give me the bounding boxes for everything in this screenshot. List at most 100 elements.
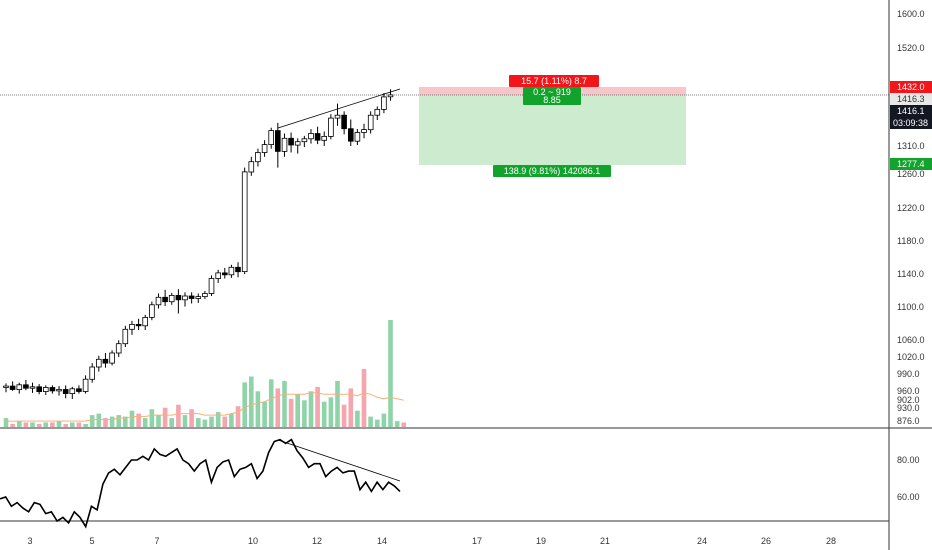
volume-bar xyxy=(361,369,367,427)
candle-body xyxy=(301,138,308,143)
candle-body xyxy=(281,137,288,152)
volume-bar xyxy=(116,415,121,427)
time-tick: 7 xyxy=(154,536,159,546)
volume-bar xyxy=(123,416,128,427)
time-tick: 14 xyxy=(377,536,387,546)
candle xyxy=(221,267,228,279)
candle-body xyxy=(76,388,82,392)
volume-bar xyxy=(17,421,22,427)
time-tick: 5 xyxy=(89,536,94,546)
candle-body xyxy=(96,358,102,368)
candle xyxy=(76,385,82,394)
candle xyxy=(175,289,182,314)
volume-bar xyxy=(375,419,380,427)
volume-bar xyxy=(295,394,300,427)
price-tick: 1180.0 xyxy=(897,236,924,246)
candle xyxy=(122,325,129,347)
volume-bar xyxy=(23,422,29,427)
time-tick: 12 xyxy=(312,536,322,546)
time-tick: 21 xyxy=(600,536,610,546)
volume-bar xyxy=(355,410,360,427)
candle-body xyxy=(354,132,361,142)
time-tick: 10 xyxy=(248,536,258,546)
candle xyxy=(347,119,354,146)
price-tick: 1260.0 xyxy=(897,169,925,179)
volume-bar xyxy=(109,416,115,427)
volume-bar xyxy=(348,388,354,427)
candle-body xyxy=(43,387,49,392)
price-tick: 1140.0 xyxy=(897,269,924,279)
candle-body xyxy=(162,296,168,303)
price-tick: 1060.0 xyxy=(897,335,925,345)
candle-body xyxy=(102,358,109,364)
price-tick: 1600.0 xyxy=(897,9,925,19)
candle-body xyxy=(387,94,394,98)
volume-bar xyxy=(189,409,194,427)
volume-bar xyxy=(76,422,82,427)
candle-body xyxy=(62,389,69,394)
candle-body xyxy=(29,386,36,389)
rsi-line xyxy=(0,438,401,529)
volume-ma-line xyxy=(6,392,404,422)
candle-body xyxy=(135,323,142,327)
candle xyxy=(308,129,314,144)
candle-body xyxy=(328,117,334,137)
candle-body xyxy=(314,133,321,141)
candle-body xyxy=(334,114,341,119)
candle-body xyxy=(361,129,367,133)
candle-body xyxy=(215,272,222,279)
candle-body xyxy=(115,343,122,354)
volume-bar xyxy=(315,386,320,427)
candle xyxy=(374,106,381,120)
candle xyxy=(109,350,115,366)
price-trendline[interactable] xyxy=(277,88,401,129)
candle-body xyxy=(188,295,195,299)
candle xyxy=(354,129,361,145)
candle-body xyxy=(288,137,294,146)
candle-body xyxy=(109,352,115,364)
price-tick: 876.0 xyxy=(897,416,920,426)
volume-bar xyxy=(321,401,327,427)
volume-bar xyxy=(63,424,68,427)
candle-body xyxy=(228,266,235,276)
candle xyxy=(102,353,109,368)
volume-bar xyxy=(30,422,35,427)
volume-bar xyxy=(288,398,294,427)
candle xyxy=(321,131,327,146)
volume-bar xyxy=(50,422,55,427)
candle-body xyxy=(89,366,96,380)
volume-bar xyxy=(341,404,347,427)
candle xyxy=(241,167,248,275)
candle-body xyxy=(56,389,62,392)
last-price-tag: 1416.3 xyxy=(890,93,932,105)
volume-bar xyxy=(36,424,42,427)
rsi-axis[interactable]: 80.00 60.00 xyxy=(897,455,920,502)
candle-body xyxy=(155,296,162,306)
time-tick: 26 xyxy=(761,536,771,546)
candle xyxy=(23,380,29,391)
candle xyxy=(168,292,175,305)
volume-bar xyxy=(222,416,228,427)
candle xyxy=(89,363,96,383)
volume-bar xyxy=(328,397,334,427)
rsi-divergence-line[interactable] xyxy=(277,439,401,482)
candle xyxy=(381,93,387,114)
volume-bar xyxy=(89,415,95,427)
take-profit-zone[interactable] xyxy=(419,95,686,165)
volume-bar xyxy=(215,412,221,427)
volume-bar xyxy=(149,409,155,427)
candle-body xyxy=(321,135,327,141)
target-label: 138.9 (9.81%) 142086.1 xyxy=(493,165,611,177)
volume-bar xyxy=(3,418,9,427)
candle xyxy=(149,301,155,321)
time-axis[interactable]: 3 5 7 10 12 14 17 19 21 24 26 28 xyxy=(27,536,836,546)
candle-body xyxy=(202,293,208,297)
price-axis[interactable]: 1600.0 1520.0 1310.0 1260.0 1220.0 1180.… xyxy=(897,9,925,426)
price-tick: 1020.0 xyxy=(897,352,925,362)
candle-body xyxy=(175,294,182,301)
volume-bar xyxy=(235,406,241,427)
svg-text:03:09:38: 03:09:38 xyxy=(893,118,928,128)
time-tick: 19 xyxy=(536,536,546,546)
candle xyxy=(162,289,168,306)
